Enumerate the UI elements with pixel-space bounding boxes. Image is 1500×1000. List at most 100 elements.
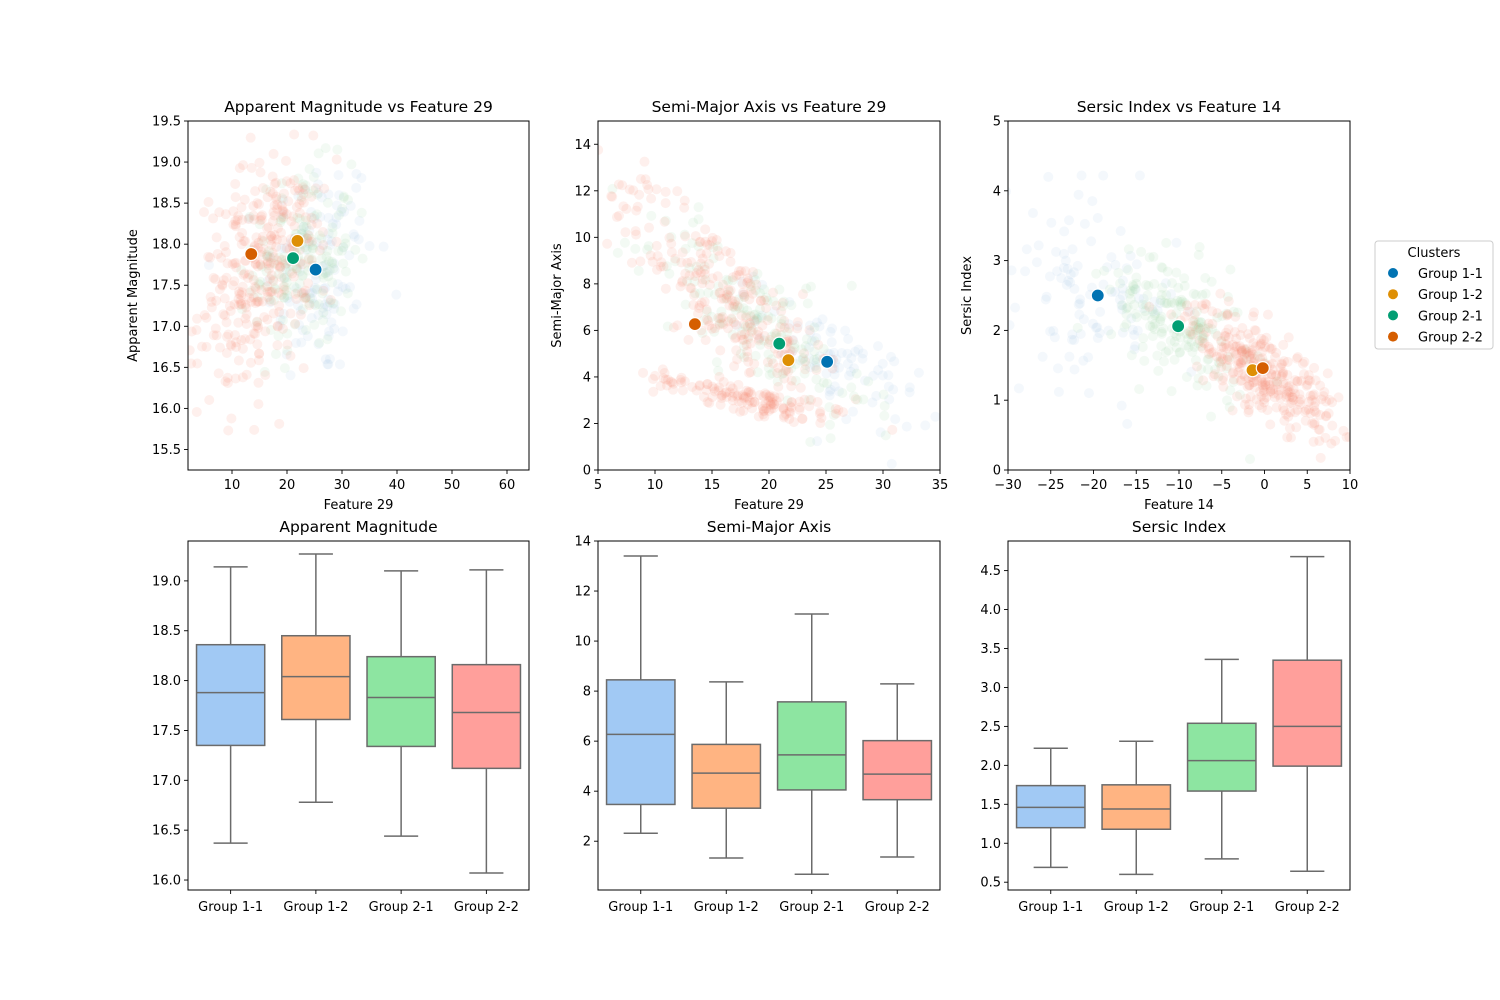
cloud-point-group-2-1	[750, 285, 761, 296]
cloud-point-group-2-1	[318, 307, 329, 318]
cloud-point-group-1-1	[1048, 325, 1059, 336]
cloud-point-group-1-1	[323, 331, 334, 342]
cloud-point-group-1-1	[843, 333, 854, 344]
cloud-point-group-2-2	[219, 240, 230, 251]
cloud-point-group-1-2	[1271, 369, 1282, 380]
cloud-point-group-2-2	[212, 248, 223, 259]
cloud-point-group-2-2	[684, 270, 695, 281]
y-tick-label: 14	[574, 535, 591, 550]
cloud-point-group-2-1	[298, 221, 309, 232]
cloud-point-group-2-2	[1292, 376, 1303, 387]
cloud-point-group-1-2	[779, 373, 790, 384]
cloud-point-group-1-1	[349, 231, 360, 242]
cloud-point-group-2-1	[809, 346, 820, 357]
cloud-point-group-2-2	[1217, 354, 1228, 365]
cloud-point-group-1-1	[306, 206, 317, 217]
cloud-point-group-1-1	[751, 313, 762, 324]
cloud-point-group-2-2	[1250, 341, 1261, 352]
cloud-point-group-2-2	[1231, 333, 1242, 344]
cloud-point-group-2-2	[1238, 355, 1249, 366]
y-tick-label: 4	[583, 370, 591, 385]
cloud-point-group-1-1	[1138, 293, 1149, 304]
cloud-point-group-2-1	[1192, 380, 1203, 391]
cloud-point-group-2-1	[1161, 237, 1172, 248]
cloud-point-group-1-2	[271, 241, 282, 252]
cloud-point-group-1-1	[264, 251, 275, 262]
cloud-point-group-2-2	[663, 374, 674, 385]
cloud-point-group-2-2	[613, 210, 624, 221]
cloud-point-group-2-2	[746, 322, 757, 333]
cloud-point-group-2-1	[759, 284, 770, 295]
cloud-point-group-1-2	[1230, 341, 1241, 352]
cloud-point-group-2-2	[1256, 376, 1267, 387]
cloud-point-group-1-1	[1010, 302, 1021, 313]
cloud-point-group-2-2	[763, 395, 774, 406]
cloud-point-group-1-1	[827, 323, 838, 334]
cloud-point-group-2-2	[1201, 299, 1212, 310]
cloud-point-group-1-1	[329, 303, 340, 314]
cloud-point-group-1-2	[252, 261, 263, 272]
cloud-point-group-2-2	[747, 267, 758, 278]
cloud-point-group-2-2	[838, 407, 849, 418]
cloud-point-group-2-1	[1125, 294, 1136, 305]
cloud-point-group-2-2	[664, 232, 675, 243]
cloud-point-group-2-2	[729, 361, 740, 372]
cloud-point-group-2-2	[1283, 411, 1294, 422]
cloud-point-group-1-1	[920, 420, 931, 431]
centroid-point-group-2-2	[1255, 360, 1270, 376]
cloud-point-group-2-1	[1181, 328, 1192, 339]
cloud-point-group-2-2	[237, 214, 248, 225]
cloud-point-group-2-1	[743, 334, 754, 345]
cloud-point-group-1-1	[867, 397, 878, 408]
chart-title: Sersic Index	[1132, 518, 1226, 536]
centroid-point-group-1-1	[1090, 288, 1105, 303]
cloud-point-group-1-1	[1129, 330, 1140, 341]
cloud-point-group-2-1	[790, 375, 801, 386]
cloud-point-group-2-2	[1281, 389, 1292, 400]
cloud-point-group-1-1	[1138, 303, 1149, 314]
cloud-point-group-2-2	[1289, 388, 1300, 399]
cloud-point-group-1-2	[1197, 336, 1208, 347]
cloud-point-group-2-2	[763, 339, 774, 350]
cloud-point-group-2-2	[761, 389, 772, 400]
box-body	[366, 655, 436, 748]
cloud-point-group-2-1	[1193, 322, 1204, 333]
cloud-point-group-2-2	[713, 385, 724, 396]
cloud-point-group-1-1	[1058, 262, 1069, 273]
x-tick-label: Group 1-2	[694, 900, 759, 915]
cloud-point-group-2-2	[1203, 318, 1214, 329]
cloud-point-group-2-2	[281, 209, 292, 220]
cloud-point-group-2-2	[203, 251, 214, 262]
cloud-point-group-2-2	[747, 288, 758, 299]
cloud-point-group-1-1	[748, 271, 759, 282]
cloud-point-group-2-2	[799, 394, 810, 405]
cloud-point-group-2-2	[295, 309, 306, 320]
cloud-point-group-2-1	[1160, 347, 1171, 358]
cloud-point-group-2-2	[695, 248, 706, 259]
cloud-point-group-2-1	[309, 211, 320, 222]
cloud-point-group-2-2	[210, 274, 221, 285]
cloud-point-group-2-1	[1189, 321, 1200, 332]
cloud-point-group-2-1	[1130, 309, 1141, 320]
cloud-point-group-2-2	[220, 209, 231, 220]
cloud-point-group-2-1	[1155, 314, 1166, 325]
cloud-point-group-1-2	[753, 335, 764, 346]
cloud-point-group-1-1	[732, 320, 743, 331]
cloud-point-group-2-2	[1244, 350, 1255, 361]
cloud-point-group-2-1	[633, 265, 644, 276]
cloud-point-group-2-2	[252, 296, 263, 307]
cloud-point-group-2-1	[310, 300, 321, 311]
cloud-point-group-2-2	[1256, 391, 1267, 402]
cloud-point-group-2-2	[679, 195, 690, 206]
cloud-point-group-2-1	[1147, 331, 1158, 342]
cloud-point-group-2-2	[1248, 338, 1259, 349]
cloud-point-group-2-1	[1171, 308, 1182, 319]
cloud-point-group-2-1	[1272, 376, 1283, 387]
cloud-point-group-2-2	[1301, 380, 1312, 391]
cloud-point-group-2-2	[1297, 358, 1308, 369]
cloud-point-group-1-1	[811, 357, 822, 368]
cloud-point-group-2-2	[291, 202, 302, 213]
cloud-point-group-1-1	[1052, 266, 1063, 277]
cloud-point-group-1-1	[1072, 260, 1083, 271]
cloud-point-group-2-2	[1292, 352, 1303, 363]
